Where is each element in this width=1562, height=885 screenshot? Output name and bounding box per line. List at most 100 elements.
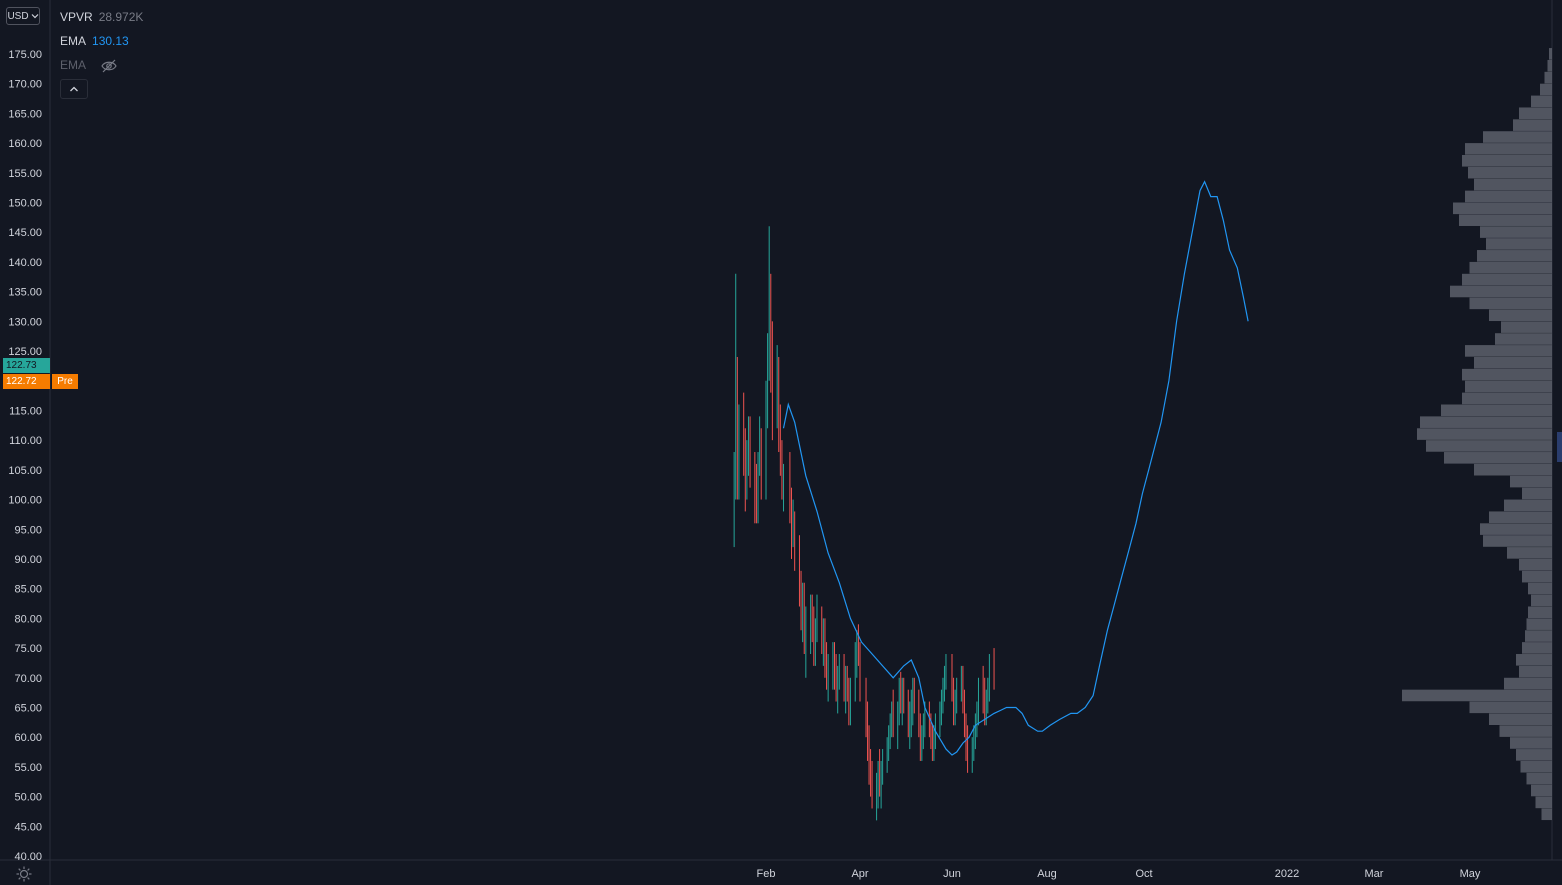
time-tick-label: May: [1460, 868, 1481, 880]
volume-profile-bar: [1522, 487, 1552, 500]
volume-profile-bar: [1468, 166, 1552, 179]
volume-profile-bar: [1531, 594, 1552, 607]
volume-profile-bar: [1504, 677, 1552, 690]
volume-profile-bar: [1531, 95, 1552, 108]
volume-profile-bar: [1510, 475, 1552, 488]
candlestick-series: [733, 226, 995, 821]
volume-profile-bar: [1465, 345, 1552, 357]
ema-line: [782, 180, 1249, 756]
price-tick-label: 145.00: [8, 227, 42, 239]
price-tick-label: 140.00: [8, 257, 42, 269]
price-tick-label: 90.00: [14, 554, 42, 566]
volume-profile-bar: [1450, 285, 1552, 298]
volume-profile-bar: [1486, 238, 1552, 250]
volume-profile-bar: [1453, 202, 1552, 215]
price-tick-label: 40.00: [14, 851, 42, 863]
volume-profile-bar: [1522, 570, 1552, 583]
volume-profile-bar: [1480, 523, 1552, 535]
volume-profile-bar: [1501, 321, 1552, 333]
legend-ema[interactable]: EMA 130.13: [60, 34, 129, 48]
price-tick-label: 155.00: [8, 168, 42, 180]
volume-profile-bar: [1469, 701, 1552, 714]
volume-profile-bar: [1474, 356, 1552, 369]
time-tick-label: Apr: [851, 868, 868, 880]
legend-ema-value: 130.13: [92, 34, 129, 48]
volume-profile-bar: [1510, 737, 1552, 749]
time-axis[interactable]: Feb Apr Jun Aug Oct 2022 Mar May: [757, 868, 1481, 880]
volume-profile-bar: [1465, 190, 1552, 203]
volume-profile-bar: [1540, 83, 1552, 96]
price-tick-label: 75.00: [14, 643, 42, 655]
legend-ema-hidden[interactable]: EMA: [60, 58, 118, 73]
volume-profile-bar: [1528, 582, 1552, 595]
legend-ema-name: EMA: [60, 34, 87, 48]
volume-profile-bar: [1474, 178, 1552, 191]
price-tick-label: 150.00: [8, 198, 42, 210]
volume-profile-bar: [1516, 654, 1552, 666]
volume-profile-bar: [1462, 392, 1552, 405]
price-tick-label: 80.00: [14, 613, 42, 625]
currency-label: USD: [7, 10, 29, 22]
price-tick-label: 45.00: [14, 821, 42, 833]
price-tick-label: 50.00: [14, 792, 42, 804]
volume-profile-bar: [1483, 131, 1552, 143]
price-tick-label: 55.00: [14, 762, 42, 774]
time-tick-label: Feb: [757, 868, 776, 880]
volume-profile-bar: [1549, 48, 1552, 60]
currency-dropdown[interactable]: USD: [6, 7, 40, 25]
price-tick-label: 175.00: [8, 49, 42, 61]
price-tick-label: 135.00: [8, 287, 42, 299]
volume-profile-bar: [1474, 463, 1552, 476]
volume-profile-bar: [1547, 59, 1552, 72]
price-tick-label: 160.00: [8, 138, 42, 150]
volume-profile-bar: [1528, 606, 1552, 619]
chevron-up-icon: [70, 86, 78, 92]
volume-profile-bar: [1417, 428, 1552, 440]
volume-profile-bar: [1465, 143, 1552, 155]
volume-profile-bar: [1507, 547, 1552, 559]
pre-market-label: Pre: [52, 374, 78, 389]
scroll-thumb[interactable]: [1557, 432, 1562, 462]
legend-vpvr[interactable]: VPVR 28.972K: [60, 10, 143, 24]
volume-profile-bar: [1499, 725, 1552, 737]
price-tick-label: 105.00: [8, 465, 42, 477]
volume-profile-bar: [1462, 273, 1552, 286]
price-tick-label: 130.00: [8, 316, 42, 328]
legend-ema-hidden-name: EMA: [60, 58, 87, 72]
volume-profile-bar: [1402, 689, 1552, 702]
price-tick-label: 100.00: [8, 495, 42, 507]
sun-gear-icon[interactable]: [16, 866, 32, 882]
volume-profile-bar: [1489, 309, 1552, 322]
volume-profile-bar: [1522, 642, 1552, 654]
volume-profile-bar: [1441, 404, 1552, 417]
volume-profile-bar: [1520, 760, 1552, 773]
price-axis[interactable]: 40.00 45.00 50.00 55.00 60.00 65.00 70.00 75.00…: [8, 49, 42, 863]
volume-profile-bar: [1483, 535, 1552, 547]
volume-profile-bar: [1489, 713, 1552, 726]
volume-profile-bar: [1489, 511, 1552, 524]
price-tick-label: 125.00: [8, 346, 42, 358]
eye-off-icon[interactable]: [101, 59, 118, 73]
volume-profile-bar: [1526, 618, 1552, 630]
price-tick-label: 70.00: [14, 673, 42, 685]
volume-profile-bar: [1469, 297, 1552, 310]
chevron-down-icon: [31, 14, 38, 19]
time-tick-label: Aug: [1037, 868, 1057, 880]
volume-profile-bar: [1526, 772, 1552, 785]
volume-profile-bar: [1513, 119, 1552, 131]
price-tick-label: 165.00: [8, 108, 42, 120]
legend-vpvr-value: 28.972K: [98, 10, 144, 24]
volume-profile-bar: [1462, 154, 1552, 167]
volume-profile-bar: [1480, 226, 1552, 238]
volume-profile-bar: [1504, 499, 1552, 512]
collapse-legend-button[interactable]: [60, 79, 88, 99]
price-tick-label: 60.00: [14, 732, 42, 744]
volume-profile-bar: [1495, 333, 1552, 345]
volume-profile-bar: [1531, 784, 1552, 797]
volume-profile-bar: [1444, 452, 1552, 464]
price-tick-label: 115.00: [9, 405, 42, 417]
volume-profile-bar: [1462, 368, 1552, 381]
price-tick-label: 170.00: [8, 79, 42, 91]
legend-vpvr-name: VPVR: [60, 10, 93, 24]
